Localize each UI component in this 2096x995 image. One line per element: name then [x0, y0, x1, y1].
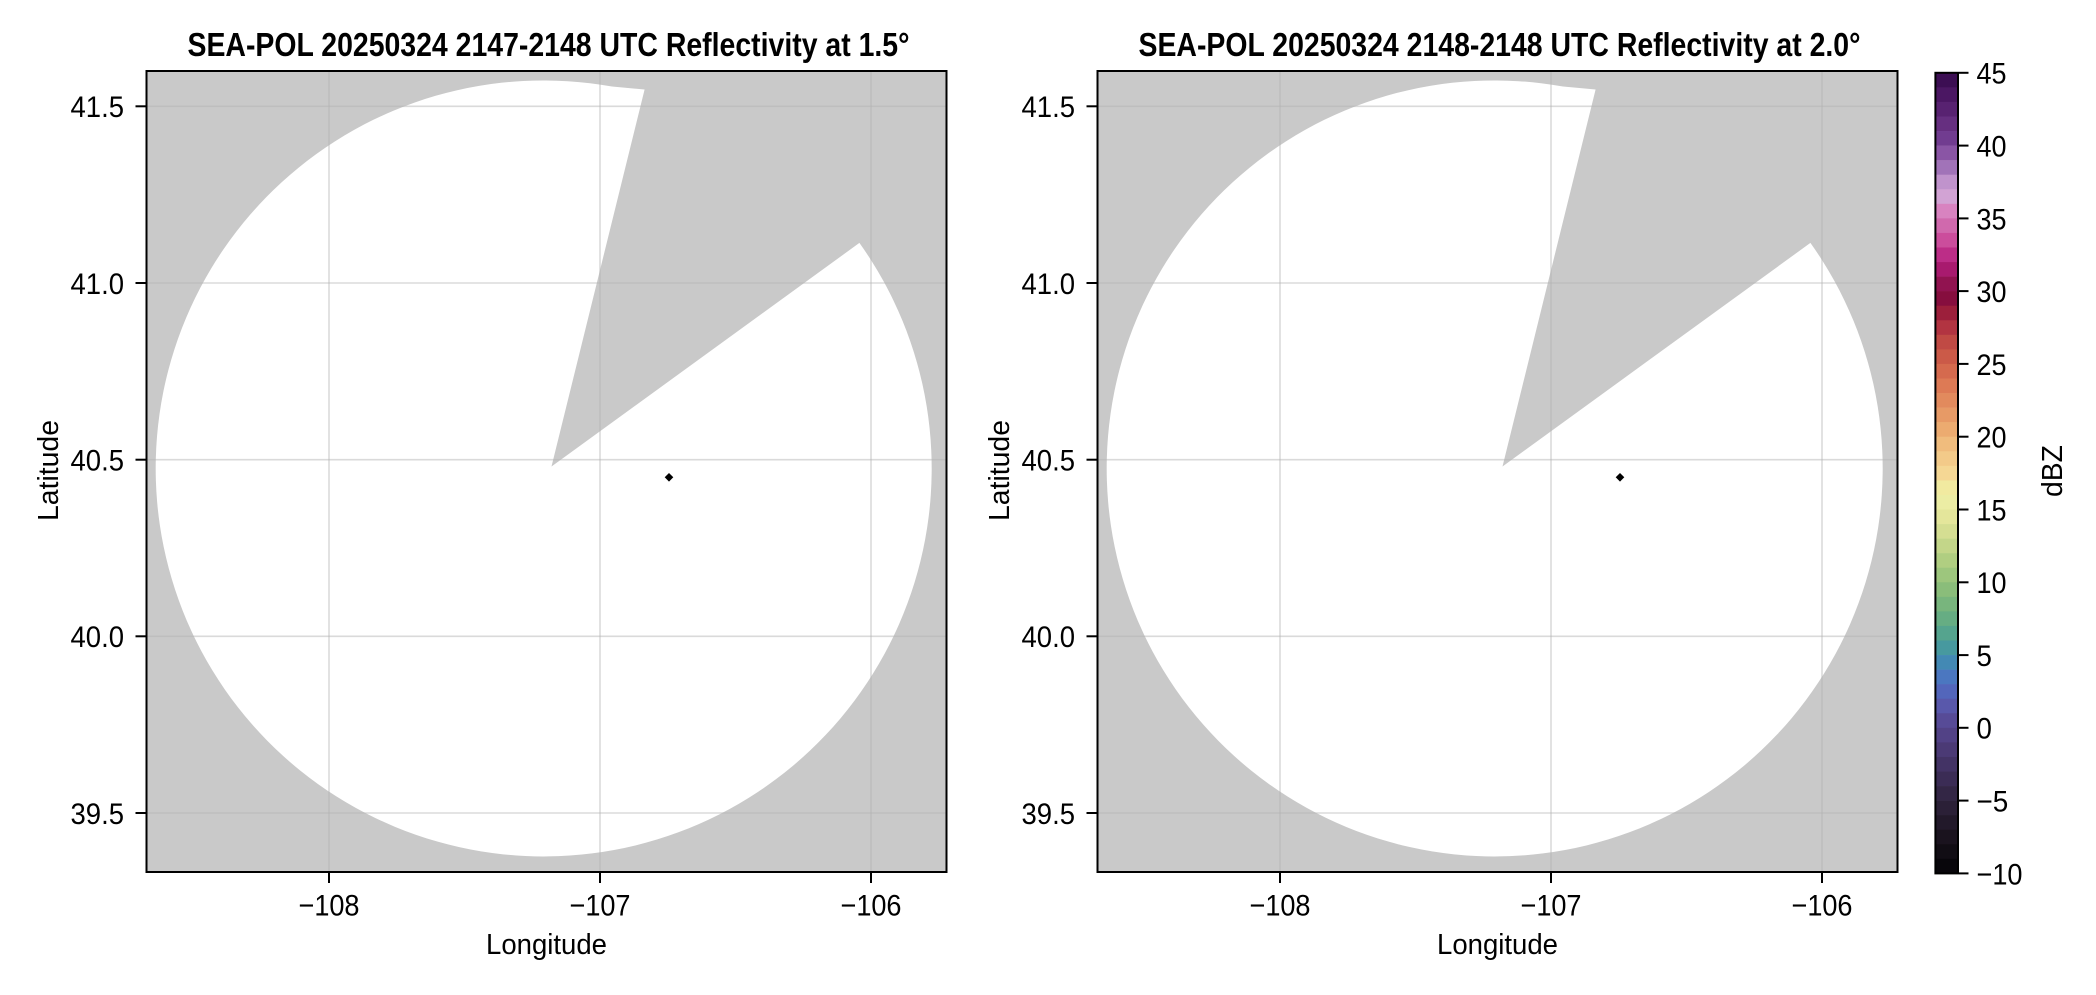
svg-text:35: 35 [1977, 203, 2007, 236]
svg-text:40: 40 [1977, 131, 2007, 164]
svg-text:41.0: 41.0 [71, 268, 125, 301]
svg-text:40.5: 40.5 [1022, 445, 1076, 478]
svg-text:−10: −10 [1977, 858, 2023, 891]
svg-text:−106: −106 [1792, 890, 1853, 923]
svg-text:41.0: 41.0 [1022, 268, 1076, 301]
svg-text:0: 0 [1977, 713, 1992, 746]
svg-text:SEA-POL 20250324 2148-2148 UTC: SEA-POL 20250324 2148-2148 UTC Reflectiv… [1139, 26, 1861, 63]
svg-text:5: 5 [1977, 640, 1992, 673]
svg-text:SEA-POL 20250324 2147-2148 UTC: SEA-POL 20250324 2147-2148 UTC Reflectiv… [188, 26, 910, 63]
svg-text:39.5: 39.5 [71, 798, 125, 831]
svg-text:−107: −107 [1521, 890, 1582, 923]
svg-text:−107: −107 [570, 890, 631, 923]
svg-text:Latitude: Latitude [33, 420, 65, 521]
svg-text:dBZ: dBZ [2037, 445, 2069, 497]
svg-text:Latitude: Latitude [984, 420, 1016, 521]
svg-text:25: 25 [1977, 349, 2007, 382]
svg-text:41.5: 41.5 [1022, 91, 1076, 124]
svg-text:39.5: 39.5 [1022, 798, 1076, 831]
svg-text:20: 20 [1977, 422, 2007, 455]
svg-text:15: 15 [1977, 494, 2007, 527]
svg-text:41.5: 41.5 [71, 91, 125, 124]
svg-text:40.0: 40.0 [71, 621, 125, 654]
svg-text:Longitude: Longitude [1437, 929, 1558, 961]
svg-text:−5: −5 [1977, 786, 2009, 819]
svg-text:40.5: 40.5 [71, 445, 125, 478]
svg-text:40.0: 40.0 [1022, 621, 1076, 654]
svg-text:10: 10 [1977, 567, 2007, 600]
svg-text:−106: −106 [841, 890, 902, 923]
svg-text:45: 45 [1977, 58, 2007, 91]
svg-text:−108: −108 [1250, 890, 1311, 923]
svg-text:30: 30 [1977, 276, 2007, 309]
svg-text:Longitude: Longitude [486, 929, 607, 961]
svg-text:−108: −108 [299, 890, 360, 923]
